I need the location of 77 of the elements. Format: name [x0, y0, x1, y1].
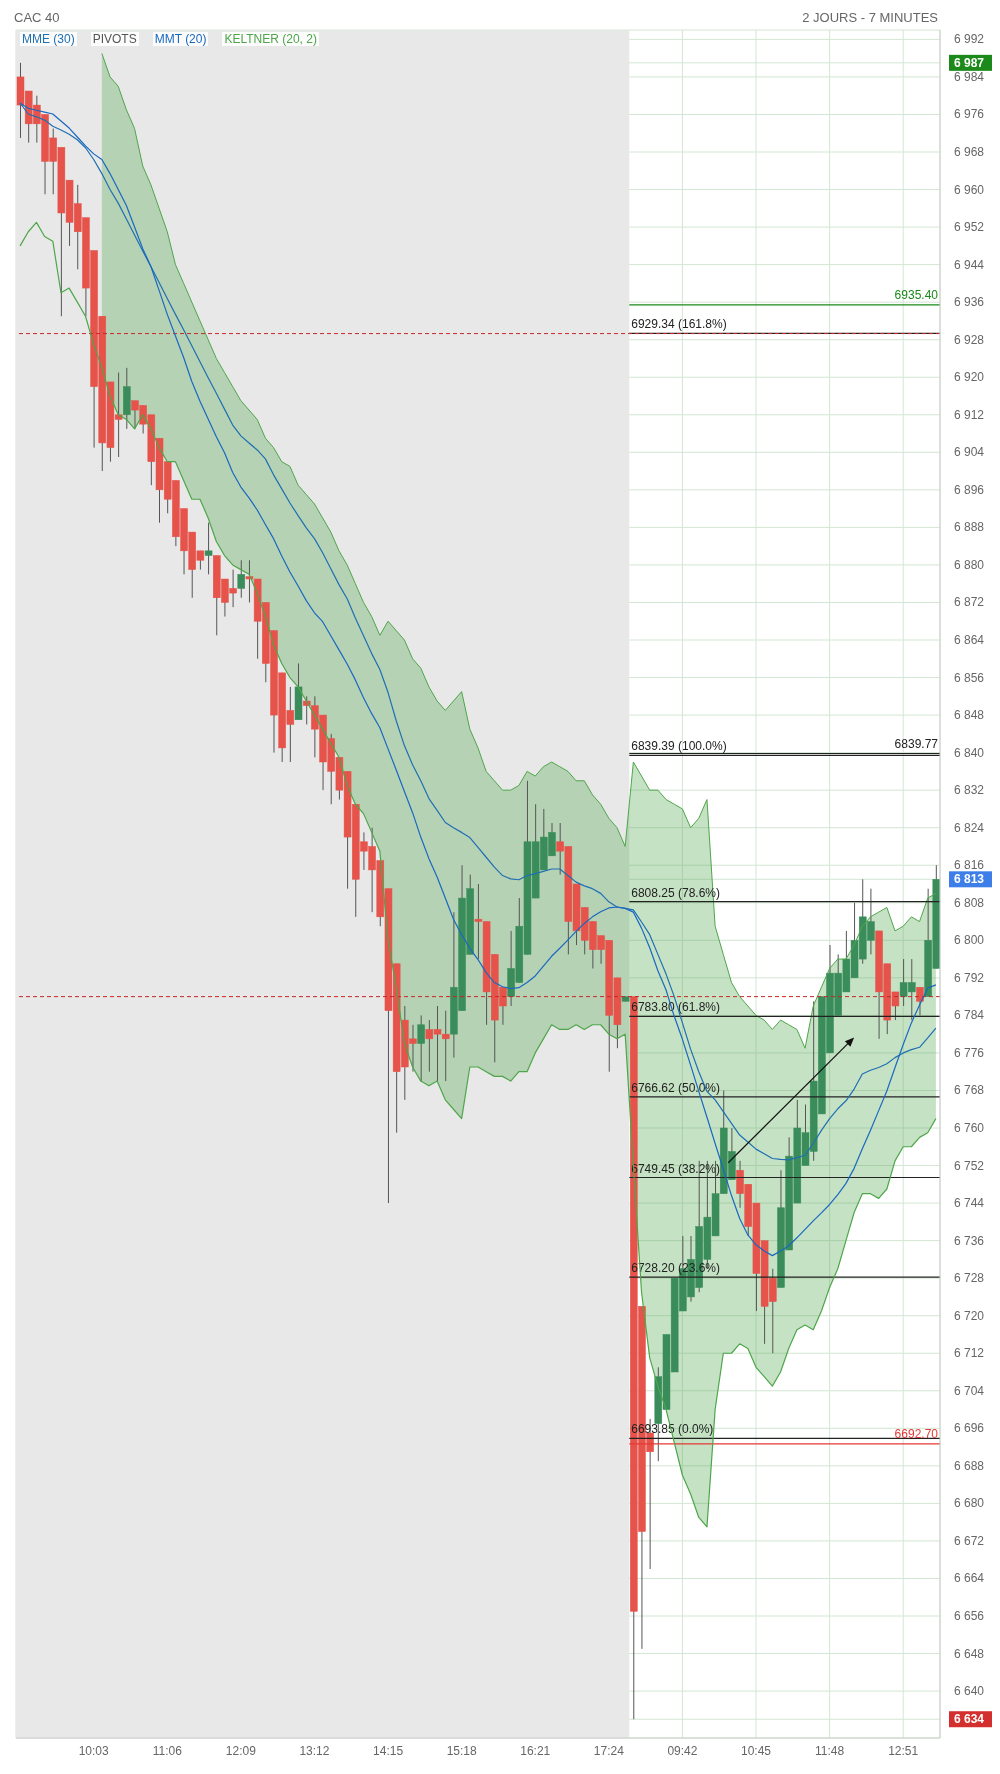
y-tick-label: 6 928 — [954, 332, 985, 347]
text: KELTNER (20, 2) — [222, 32, 319, 46]
annotation: PIVOTS — [90, 32, 139, 46]
y-tick-label: 6 912 — [954, 407, 985, 422]
candlestick — [237, 559, 246, 599]
y-tick-label: 6 656 — [954, 1609, 985, 1623]
y-tick-label: 6 680 — [954, 1496, 985, 1511]
annotation: 6692.70 — [894, 1426, 939, 1441]
x-tick-label: 11:06 — [152, 1743, 183, 1758]
y-tick-label: 6 736 — [954, 1233, 985, 1248]
y-tick-label: 6 848 — [954, 708, 985, 723]
text: MME (30) — [20, 32, 77, 46]
y-tick-label: 6 688 — [954, 1458, 985, 1473]
ref-line-label: 6808.25 (78.6%) — [631, 885, 721, 900]
chart-subtitle: 2 JOURS - 7 MINUTES — [802, 10, 938, 25]
y-tick-label: 6 944 — [954, 257, 985, 272]
y-tick-label: 6 832 — [954, 783, 985, 798]
x-tick-label: 09:42 — [667, 1743, 698, 1758]
y-tick-label: 6 952 — [954, 220, 985, 235]
y-tick-label: 6 640 — [954, 1684, 985, 1699]
ref-line-label: 6929.34 (161.8%) — [631, 317, 727, 332]
y-tick-label: 6 856 — [954, 670, 985, 685]
y-tick-label: 6 888 — [954, 520, 985, 535]
x-tick-label: 16:21 — [520, 1743, 551, 1758]
y-tick-label: 6 936 — [954, 295, 985, 310]
x-tick-label: 12:09 — [225, 1743, 257, 1758]
y-tick-label: 6 784 — [954, 1008, 985, 1023]
y-tick-label: 6 872 — [954, 595, 985, 610]
annotation: 6839.77 — [894, 736, 939, 751]
y-tick-label: 6 880 — [954, 557, 985, 572]
y-tick-label: 6 904 — [954, 445, 985, 460]
candlestick — [204, 522, 213, 575]
y-tick-label: 6 840 — [954, 745, 985, 760]
x-tick-label: 10:45 — [741, 1743, 772, 1758]
y-tick-label: 6 896 — [954, 482, 985, 497]
x-tick-label: 13:12 — [299, 1743, 330, 1758]
ref-line-label: 6839.39 (100.0%) — [631, 739, 727, 754]
y-tick-label: 6 776 — [954, 1045, 985, 1060]
x-tick-label: 15:18 — [446, 1743, 477, 1758]
y-tick-label: 6 920 — [954, 370, 985, 385]
y-tick-label: 6 792 — [954, 970, 985, 985]
annotation: 6935.40 — [894, 287, 939, 302]
y-tick-label: 6 960 — [954, 182, 985, 197]
y-tick-label: 6 864 — [954, 633, 985, 647]
y-tick-label: 6 752 — [954, 1158, 985, 1173]
y-tick-label: 6 634 — [954, 1712, 985, 1727]
y-tick-label: 6 976 — [954, 107, 985, 122]
x-tick-label: 17:24 — [593, 1743, 625, 1758]
x-tick-label: 12:51 — [888, 1743, 919, 1758]
y-tick-label: 6 712 — [954, 1346, 985, 1361]
line-series — [19, 221, 937, 1528]
y-tick-label: 6 648 — [954, 1646, 985, 1661]
text: MMT (20) — [152, 32, 209, 46]
y-tick-label: 6 800 — [954, 933, 985, 948]
y-tick-label: 6 720 — [954, 1308, 985, 1323]
y-tick-label: 6 664 — [954, 1571, 985, 1586]
y-tick-label: 6 824 — [954, 820, 985, 835]
x-tick-label: 11:48 — [815, 1743, 845, 1758]
candlestick — [916, 986, 924, 1016]
y-tick-label: 6 744 — [954, 1196, 985, 1211]
x-tick-label: 14:15 — [373, 1743, 404, 1758]
y-tick-label: 6 808 — [954, 895, 985, 910]
y-tick-label: 6 992 — [954, 32, 985, 47]
y-tick-label: 6 813 — [954, 872, 985, 887]
y-tick-label: 6 760 — [954, 1121, 985, 1135]
x-tick-label: 10:03 — [78, 1743, 110, 1758]
y-tick-label: 6 987 — [954, 55, 985, 70]
y-tick-label: 6 728 — [954, 1271, 985, 1286]
y-tick-label: 6 816 — [954, 858, 985, 873]
y-tick-label: 6 984 — [954, 69, 985, 84]
y-tick-label: 6 768 — [954, 1083, 985, 1098]
y-tick-label: 6 696 — [954, 1421, 985, 1436]
chart-title: CAC 40 — [14, 10, 60, 25]
y-tick-label: 6 704 — [954, 1383, 985, 1398]
candlestick — [417, 1014, 425, 1082]
y-tick-label: 6 968 — [954, 145, 985, 159]
y-tick-label: 6 672 — [954, 1533, 985, 1548]
